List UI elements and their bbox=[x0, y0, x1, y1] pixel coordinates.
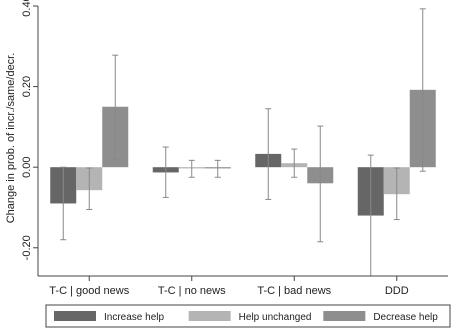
y-tick-label: 0.20 bbox=[21, 76, 33, 97]
y-tick-label: 0.40 bbox=[21, 0, 33, 17]
legend-label: Help unchanged bbox=[239, 312, 312, 323]
x-tick-label: T-C | no news bbox=[158, 285, 226, 297]
x-tick-label: T-C | good news bbox=[49, 285, 129, 297]
x-axis: T-C | good news T-C | no news T-C | bad ne… bbox=[38, 275, 448, 297]
y-tick-label: 0.00 bbox=[21, 156, 33, 177]
bars bbox=[50, 89, 436, 216]
legend-label: Decrease help bbox=[373, 312, 438, 323]
legend-swatch bbox=[54, 311, 96, 321]
x-tick-label: DDD bbox=[385, 285, 409, 297]
legend-box bbox=[45, 304, 451, 328]
error-bars bbox=[60, 8, 426, 277]
legend-swatch bbox=[323, 311, 366, 321]
legend-swatch bbox=[188, 311, 231, 321]
y-axis: 0.40 0.20 0.00 -0.20 bbox=[21, 0, 39, 276]
x-tick-label: T-C | bad news bbox=[257, 285, 331, 297]
legend-label: Increase help bbox=[104, 312, 164, 323]
y-axis-label: Change in prob. of incr./same/decr. bbox=[5, 53, 17, 224]
legend: Increase help Help unchanged Decrease help bbox=[45, 304, 451, 328]
y-tick-label: -0.20 bbox=[21, 235, 33, 260]
